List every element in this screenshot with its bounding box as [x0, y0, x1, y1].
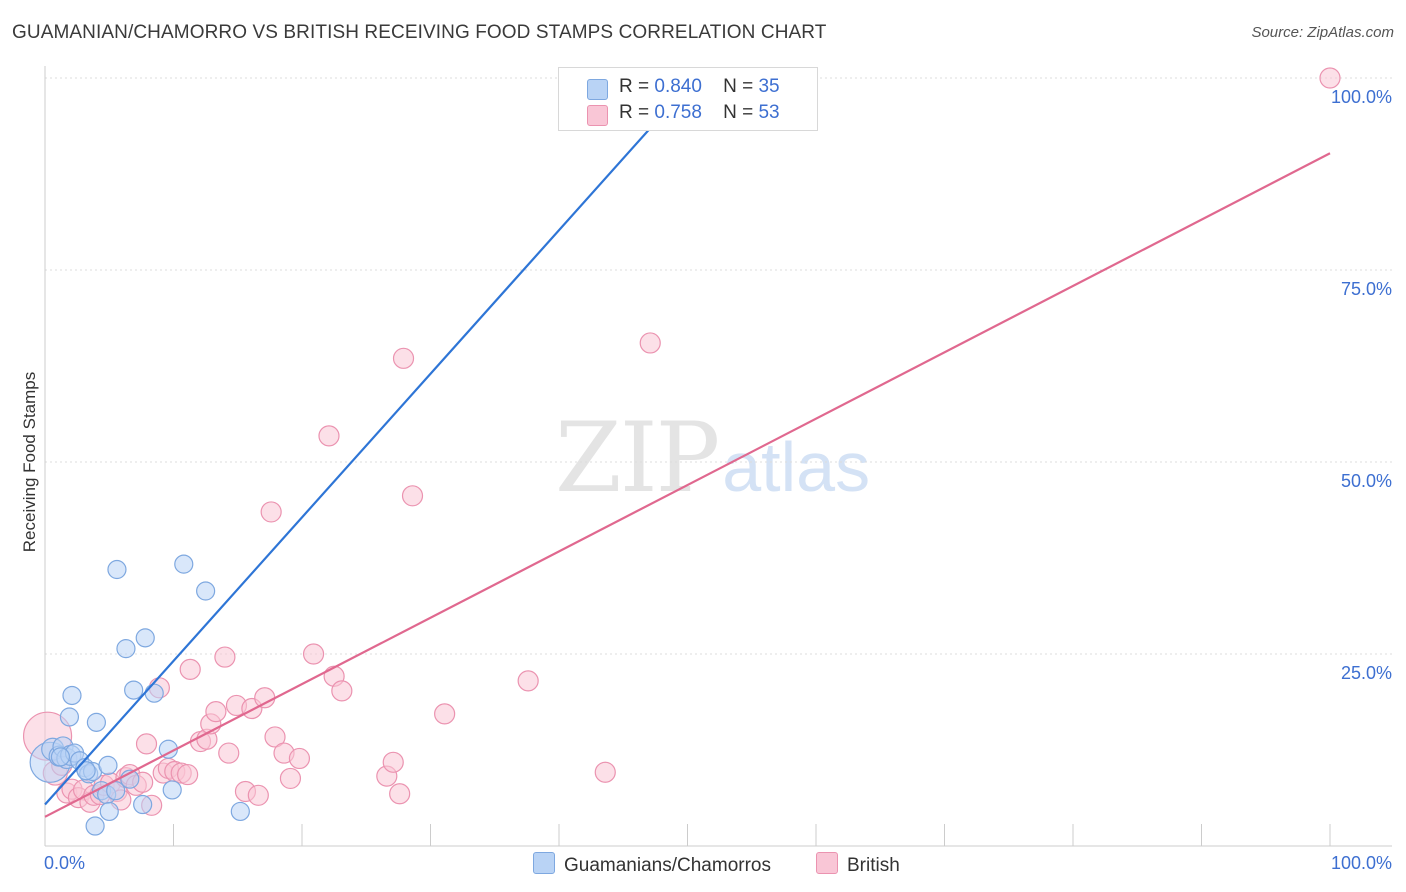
- guamanians-chamorros-point-20[interactable]: [107, 559, 127, 580]
- british-point-46[interactable]: [331, 680, 353, 702]
- legend-swatch-blue: [533, 852, 555, 874]
- british-point-44[interactable]: [318, 425, 340, 447]
- guamanians-chamorros-point-34[interactable]: [50, 747, 71, 767]
- british-point-54[interactable]: [639, 332, 661, 354]
- guamanians-chamorros-point-25[interactable]: [135, 628, 155, 648]
- y-axis-title: Receiving Food Stamps: [20, 372, 39, 552]
- guamanians-chamorros-point-13[interactable]: [86, 712, 107, 732]
- n-label: N =: [723, 76, 754, 97]
- guamanians-chamorros-point-30[interactable]: [196, 581, 216, 601]
- y-tick-label-2: 75.0%: [1341, 279, 1392, 299]
- n-label: N =: [723, 102, 754, 123]
- tick-labels: 25.0% 50.0% 75.0% 100.0% 0.0% 100.0% Receiving…: [20, 87, 1392, 873]
- guamanians-chamorros-point-33[interactable]: [76, 761, 96, 781]
- british-point-49[interactable]: [389, 783, 411, 805]
- legend-swatch-pink: [816, 852, 838, 874]
- r-label: R =: [619, 102, 650, 123]
- british-point-36[interactable]: [247, 784, 269, 806]
- guamanians-chamorros-point-31[interactable]: [230, 801, 250, 822]
- guamanians-chamorros-point-23[interactable]: [124, 680, 144, 700]
- y-tick-label-1: 50.0%: [1341, 471, 1392, 491]
- guamanians-chamorros-point-29[interactable]: [174, 554, 194, 574]
- guamanians-chamorros-point-28[interactable]: [162, 780, 182, 800]
- guamanian-trend-line: [44, 77, 697, 806]
- watermark-atlas: atlas: [722, 428, 871, 506]
- correlation-legend: R = 0.840 N = 35 R = 0.758 N = 53: [558, 67, 818, 131]
- british-point-52[interactable]: [517, 670, 539, 692]
- british-point-48[interactable]: [382, 751, 404, 773]
- british-point-42[interactable]: [288, 747, 311, 770]
- british-point-56[interactable]: [1319, 67, 1341, 89]
- x-tick-label-1: 100.0%: [1331, 853, 1392, 873]
- n-value: 53: [758, 102, 780, 123]
- british-points: [22, 67, 1341, 816]
- legend-label: British: [847, 855, 900, 876]
- n-value: 35: [758, 76, 780, 97]
- guamanians-chamorros-point-26[interactable]: [144, 683, 164, 703]
- gridlines: [45, 77, 1392, 655]
- guamanians-chamorros-point-14[interactable]: [85, 816, 105, 836]
- british-point-51[interactable]: [434, 703, 456, 725]
- r-label: R =: [619, 76, 650, 97]
- axes: [44, 66, 1392, 847]
- british-point-18[interactable]: [135, 733, 158, 755]
- source-credit: Source: ZipAtlas.com: [1251, 24, 1394, 41]
- guamanians-chamorros-point-7[interactable]: [59, 707, 80, 727]
- guamanians-chamorros-point-6[interactable]: [62, 685, 82, 706]
- watermark-zip: ZIP: [555, 402, 720, 514]
- x-tick-label-0: 0.0%: [44, 853, 85, 873]
- british-point-53[interactable]: [594, 761, 616, 783]
- british-point-55[interactable]: [392, 347, 415, 369]
- y-tick-label-3: 100.0%: [1331, 87, 1392, 107]
- british-point-25[interactable]: [177, 763, 199, 786]
- guamanians-chamorros-point-24[interactable]: [133, 794, 153, 815]
- british-point-32[interactable]: [218, 742, 240, 764]
- chart-title: GUAMANIAN/CHAMORRO VS BRITISH RECEIVING …: [12, 22, 827, 43]
- legend-swatch-pink: [587, 105, 608, 126]
- legend-item-british[interactable]: British: [816, 852, 900, 877]
- guamanians-chamorros-point-21[interactable]: [116, 639, 136, 659]
- british-point-26[interactable]: [179, 658, 201, 680]
- british-point-30[interactable]: [205, 700, 227, 723]
- british-point-39[interactable]: [264, 726, 286, 748]
- r-value: 0.840: [654, 76, 702, 97]
- guamanians-chamorros-point-17[interactable]: [98, 755, 118, 775]
- british-point-43[interactable]: [302, 643, 325, 665]
- watermark: ZIPatlas: [555, 402, 870, 514]
- guamanians-chamorros-point-18[interactable]: [99, 801, 119, 822]
- british-trend-line: [44, 152, 1331, 818]
- trend-lines: [44, 77, 1331, 818]
- legend-swatch-blue: [587, 79, 608, 100]
- guamanians-chamorros-point-19[interactable]: [106, 781, 126, 801]
- british-point-41[interactable]: [279, 767, 302, 790]
- british-point-38[interactable]: [260, 501, 282, 523]
- british-point-50[interactable]: [401, 485, 424, 507]
- y-tick-label-0: 25.0%: [1341, 663, 1392, 683]
- r-value: 0.758: [654, 102, 702, 123]
- british-point-37[interactable]: [254, 687, 276, 709]
- legend-label: Guamanians/Chamorros: [564, 855, 771, 876]
- legend-item-guamanian[interactable]: Guamanians/Chamorros: [533, 852, 771, 877]
- british-point-31[interactable]: [214, 646, 236, 668]
